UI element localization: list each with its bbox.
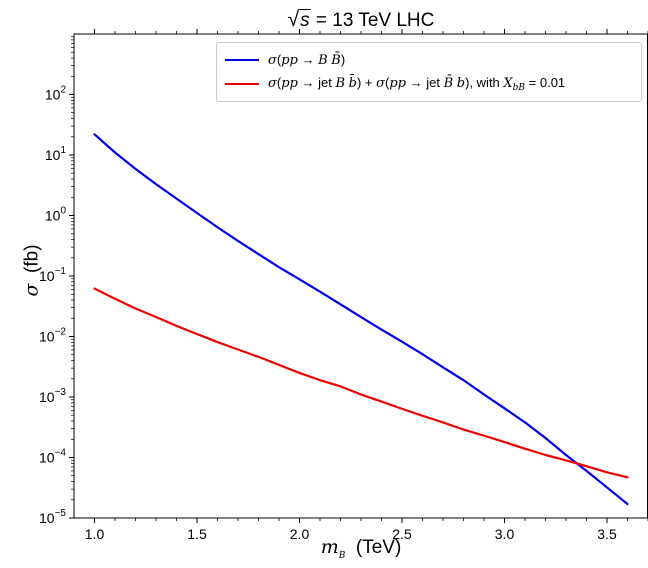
x-axis-symbol: m: [320, 536, 339, 558]
x-tick-label: 2.0: [290, 526, 310, 542]
x-axis-unit: (TeV): [355, 537, 402, 558]
y-axis-ticks: 10−5 10−4 10−3 10−2 10−1 100 101 102: [39, 36, 74, 526]
x-axis-subscript: B: [338, 550, 346, 561]
x-tick-label: 3.0: [495, 526, 515, 542]
y-tick-label: 10−5: [39, 508, 66, 526]
y-tick-label: 100: [45, 206, 67, 224]
x-axis-ticks: 1.0 1.5 2.0 2.5 3.0 3.5: [85, 29, 648, 542]
y-axis-unit: (fb): [21, 243, 43, 273]
legend-line-red: [225, 83, 259, 85]
y-tick-label: 10−3: [39, 387, 66, 405]
x-tick-label: 3.5: [597, 526, 617, 542]
series-layer: [93, 133, 629, 506]
chart-title: √s = 13 TeV LHC: [74, 8, 648, 32]
x-tick-label: 2.5: [392, 526, 412, 542]
legend: σ(pp → B B̄) σ(pp → jet B b̄) + σ(pp → j…: [216, 42, 642, 102]
legend-label-blue: σ(pp → B B̄): [268, 52, 346, 68]
x-tick-label: 1.5: [187, 526, 207, 542]
legend-entry-red: σ(pp → jet B b̄) + σ(pp → jet B̄ b), wit…: [225, 74, 565, 94]
x-axis-label: mB (TeV): [74, 536, 648, 561]
y-tick-label: 10−4: [39, 448, 66, 466]
y-tick-label: 10−2: [39, 327, 66, 345]
series-line-blue: [93, 133, 629, 506]
axes-frame: [73, 33, 648, 519]
legend-label-red: σ(pp → jet B b̄) + σ(pp → jet B̄ b), wit…: [268, 74, 566, 94]
y-axis-label: σ (fb): [2, 240, 62, 300]
y-tick-label: 10−1: [39, 266, 66, 284]
plot-area-frame: [73, 33, 648, 519]
title-rest: = 13 TeV LHC: [310, 10, 435, 31]
x-tick-label: 1.0: [85, 526, 105, 542]
y-axis-symbol: σ: [20, 283, 43, 297]
y-tick-label: 102: [45, 85, 67, 103]
y-tick-label: 101: [45, 145, 67, 163]
sqrt-s: √s: [287, 8, 311, 31]
legend-entry-blue: σ(pp → B B̄): [225, 50, 345, 70]
legend-line-blue: [225, 59, 259, 61]
